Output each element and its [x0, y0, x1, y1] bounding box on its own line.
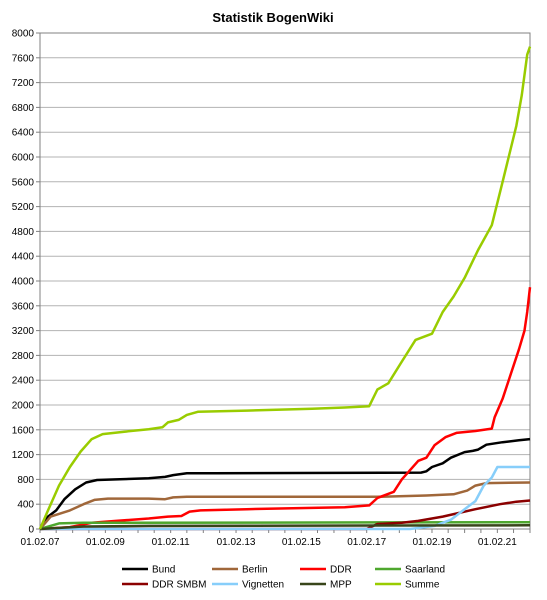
series-lines: [38, 46, 532, 531]
series-line-bund: [38, 437, 531, 530]
x-tick-label: 01.02.13: [217, 537, 256, 548]
legend: Bund Berlin DDR Saarland DDR SMBM Vignetten MP…: [122, 565, 445, 591]
y-tick-label: 2800: [12, 351, 35, 362]
series-line-vignetten: [40, 465, 530, 531]
y-axis-ticks: 0 400 800 1200 1600 2000 2400 2800 3200 3600 4000 4…: [12, 29, 40, 536]
x-tick-label: 01.02.07: [21, 537, 60, 548]
y-tick-label: 4800: [12, 227, 35, 238]
y-tick-label: 3600: [12, 301, 35, 312]
y-tick-label: 2000: [12, 401, 35, 412]
legend-label: MPP: [330, 580, 352, 591]
series-line-mpp: [39, 524, 531, 531]
y-tick-label: 4000: [12, 277, 35, 288]
y-tick-label: 2400: [12, 376, 35, 387]
legend-label: Bund: [152, 565, 175, 576]
legend-label: DDR SMBM: [152, 580, 206, 591]
series-line-summe: [38, 46, 532, 530]
y-tick-label: 3200: [12, 326, 35, 337]
y-tick-label: 0: [28, 525, 34, 536]
series-line-berlin: [39, 481, 531, 530]
legend-label: Summe: [405, 580, 440, 591]
y-tick-label: 7600: [12, 53, 35, 64]
y-tick-label: 4400: [12, 252, 35, 263]
y-tick-label: 1200: [12, 450, 35, 461]
legend-label: Saarland: [405, 565, 445, 576]
x-tick-label: 01.02.09: [86, 537, 125, 548]
y-tick-label: 8000: [12, 29, 35, 40]
x-tick-label: 01.02.19: [413, 537, 452, 548]
chart-title: Statistik BogenWiki: [212, 10, 333, 25]
series-line-saarland: [39, 520, 531, 531]
y-tick-label: 800: [17, 475, 34, 486]
series-line-ddr: [39, 287, 532, 531]
legend-label: DDR: [330, 565, 352, 576]
y-tick-label: 5600: [12, 177, 35, 188]
x-tick-label: 01.02.15: [282, 537, 321, 548]
y-tick-label: 7200: [12, 78, 35, 89]
gridlines: [40, 32, 530, 530]
y-tick-label: 400: [17, 500, 34, 511]
x-tick-label: 01.02.11: [152, 537, 191, 548]
legend-label: Berlin: [242, 565, 268, 576]
x-axis-ticks: 01.02.07 01.02.09 01.02.11 01.02.13 01.02.15…: [21, 529, 531, 548]
y-tick-label: 1600: [12, 425, 35, 436]
y-tick-label: 5200: [12, 202, 35, 213]
y-tick-label: 6000: [12, 153, 35, 164]
y-tick-label: 6400: [12, 128, 35, 139]
legend-label: Vignetten: [242, 580, 284, 591]
x-tick-label: 01.02.21: [478, 537, 517, 548]
y-tick-label: 6800: [12, 103, 35, 114]
x-tick-label: 01.02.17: [347, 537, 386, 548]
